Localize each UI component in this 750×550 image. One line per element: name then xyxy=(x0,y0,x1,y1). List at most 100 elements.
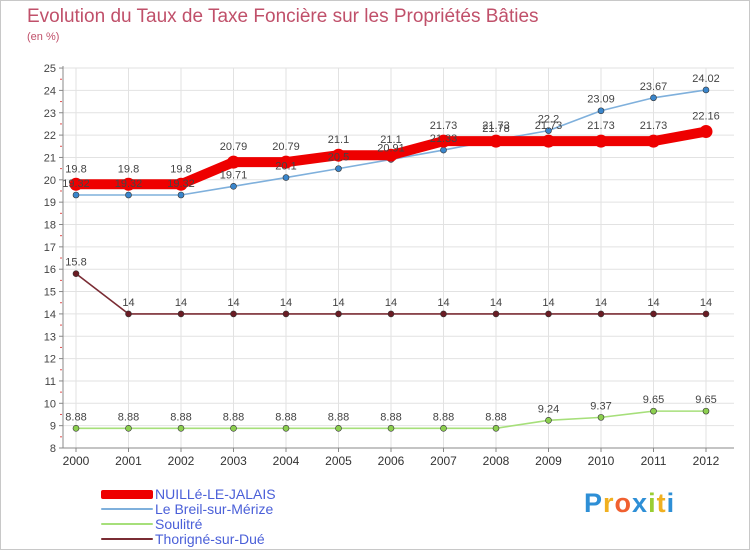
legend-swatch xyxy=(101,508,153,510)
data-point xyxy=(335,165,342,172)
legend-label: NUILLé-LE-JALAIS xyxy=(155,486,276,502)
data-label: 14 xyxy=(332,297,344,309)
data-label: 19.32 xyxy=(62,178,90,190)
data-point xyxy=(282,174,290,181)
data-point xyxy=(125,425,132,432)
x-tick-label: 2001 xyxy=(115,454,142,468)
x-tick-label: 2009 xyxy=(535,454,562,468)
data-label: 21.73 xyxy=(430,120,458,132)
data-point xyxy=(702,407,710,415)
data-label: 14 xyxy=(437,297,449,309)
data-label: 19.71 xyxy=(220,169,248,181)
data-label: 8.88 xyxy=(223,411,244,423)
y-tick-label: 18 xyxy=(44,220,56,232)
logo-letter: t xyxy=(656,488,667,518)
data-point xyxy=(125,191,132,199)
x-tick-label: 2000 xyxy=(63,454,90,468)
proxiti-logo: Proxiti xyxy=(584,488,675,519)
x-tick-label: 2005 xyxy=(325,454,352,468)
data-label: 21.73 xyxy=(640,120,668,132)
y-tick-label: 15 xyxy=(44,287,56,299)
data-label: 24.02 xyxy=(692,73,720,85)
data-point xyxy=(440,425,447,432)
x-tick-label: 2012 xyxy=(693,454,720,468)
data-label: 8.88 xyxy=(170,411,191,423)
legend-swatch xyxy=(101,490,153,499)
data-label: 19.8 xyxy=(170,163,191,175)
logo-letter: P xyxy=(584,488,604,518)
data-label: 9.37 xyxy=(590,400,611,412)
data-point xyxy=(177,310,185,318)
data-label: 9.65 xyxy=(643,394,664,406)
data-point xyxy=(125,310,132,318)
data-point xyxy=(440,310,447,318)
data-label: 8.88 xyxy=(328,411,349,423)
data-point xyxy=(492,310,500,318)
data-point xyxy=(335,425,342,432)
data-label: 8.88 xyxy=(433,411,454,423)
data-label: 22.16 xyxy=(692,111,720,123)
data-label: 23.09 xyxy=(587,94,615,106)
data-point xyxy=(545,310,552,318)
chart-title: Evolution du Taux de Taxe Foncière sur l… xyxy=(27,6,539,27)
x-tick-label: 2002 xyxy=(168,454,195,468)
x-tick-label: 2006 xyxy=(378,454,405,468)
legend-label: Thorigné-sur-Dué xyxy=(155,531,265,547)
y-tick-label: 25 xyxy=(44,63,56,75)
data-point xyxy=(230,425,237,432)
data-label: 20.91 xyxy=(377,142,405,154)
data-label: 14 xyxy=(385,297,397,309)
data-point xyxy=(279,155,293,169)
data-point xyxy=(384,148,398,162)
data-label: 20.1 xyxy=(275,161,296,173)
data-point xyxy=(282,310,290,318)
data-label: 21.73 xyxy=(535,120,563,132)
data-point xyxy=(335,310,342,318)
data-point xyxy=(437,134,450,148)
logo-letter: x xyxy=(632,488,649,518)
data-label: 20.5 xyxy=(328,152,349,164)
data-label: 8.88 xyxy=(65,411,86,423)
legend-label: Le Breil-sur-Mérize xyxy=(155,501,274,517)
data-label: 19.8 xyxy=(65,163,86,175)
data-point xyxy=(72,191,80,199)
data-point xyxy=(545,416,552,424)
data-label: 14 xyxy=(595,297,607,309)
data-label: 21.33 xyxy=(430,133,458,145)
data-point xyxy=(492,425,500,432)
data-point xyxy=(702,310,710,318)
data-point xyxy=(177,425,185,432)
data-point xyxy=(647,134,660,148)
data-label: 14 xyxy=(280,297,292,309)
data-label: 14 xyxy=(227,297,239,309)
logo-letter: r xyxy=(603,488,615,518)
data-point xyxy=(72,425,80,432)
legend-swatch xyxy=(101,523,153,525)
data-point xyxy=(387,310,395,318)
data-label: 21.78 xyxy=(482,123,510,135)
data-point xyxy=(230,182,237,190)
x-tick-label: 2010 xyxy=(588,454,615,468)
data-label: 21.1 xyxy=(380,134,401,146)
y-tick-label: 23 xyxy=(44,108,56,120)
data-label: 19.32 xyxy=(115,178,143,190)
data-point xyxy=(122,177,135,191)
data-point xyxy=(650,94,657,102)
data-label: 19.32 xyxy=(167,178,195,190)
data-label: 14 xyxy=(542,297,554,309)
logo-letter: i xyxy=(666,488,676,518)
data-label: 14 xyxy=(490,297,502,309)
data-point xyxy=(650,407,657,415)
data-point xyxy=(177,191,185,199)
data-point xyxy=(702,86,710,94)
logo-letter: o xyxy=(614,488,633,518)
data-label: 21.73 xyxy=(587,120,615,132)
y-tick-label: 9 xyxy=(50,421,56,433)
data-label: 8.88 xyxy=(275,411,296,423)
data-point xyxy=(597,414,605,421)
data-point xyxy=(545,127,552,134)
y-tick-label: 12 xyxy=(44,354,56,366)
y-tick-label: 13 xyxy=(44,331,56,343)
